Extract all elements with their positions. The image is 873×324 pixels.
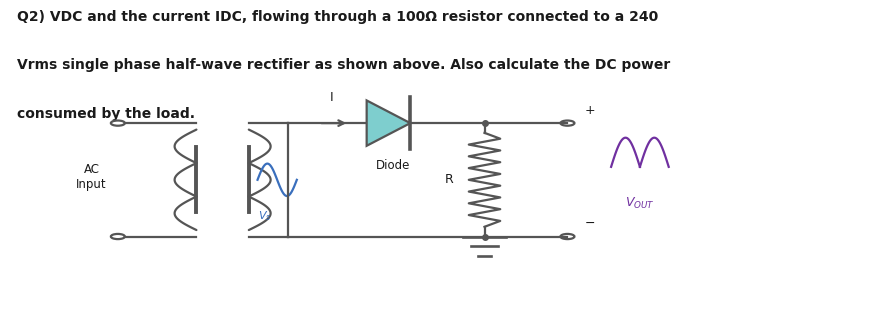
Text: I: I — [330, 91, 333, 104]
Polygon shape — [367, 100, 410, 146]
Text: Diode: Diode — [375, 159, 410, 172]
Text: Vrms single phase half-wave rectifier as shown above. Also calculate the DC powe: Vrms single phase half-wave rectifier as… — [17, 58, 670, 72]
Text: Q2) VDC and the current IDC, flowing through a 100Ω resistor connected to a 240: Q2) VDC and the current IDC, flowing thr… — [17, 10, 659, 24]
Text: AC
Input: AC Input — [76, 163, 107, 191]
Text: $V_{OUT}$: $V_{OUT}$ — [625, 196, 655, 211]
Text: R: R — [445, 173, 454, 186]
Text: $V_s$: $V_s$ — [258, 209, 271, 223]
Text: −: − — [585, 217, 595, 230]
Text: consumed by the load.: consumed by the load. — [17, 107, 196, 121]
Text: +: + — [585, 104, 595, 117]
